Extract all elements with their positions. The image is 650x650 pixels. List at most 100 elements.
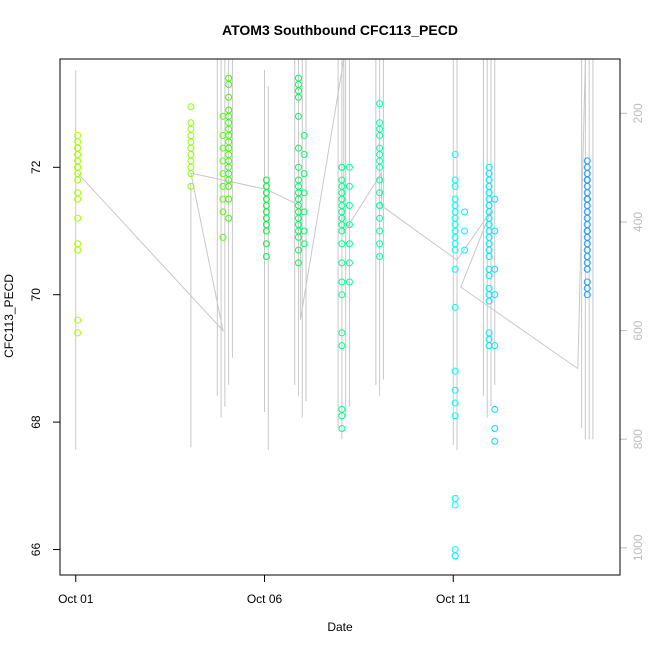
right-tick-label: 800 <box>631 429 645 449</box>
data-point <box>491 405 499 413</box>
data-point <box>583 265 591 273</box>
chart-title: ATOM3 Southbound CFC113_PECD <box>222 22 458 38</box>
right-tick-label: 1000 <box>631 534 645 561</box>
data-point <box>338 163 346 171</box>
data-point <box>451 246 459 254</box>
y-tick-label: 66 <box>29 543 43 557</box>
data-point <box>485 272 493 280</box>
data-points <box>74 74 591 560</box>
data-point <box>338 424 346 432</box>
data-point <box>583 291 591 299</box>
data-point <box>451 412 459 420</box>
data-point <box>219 208 227 216</box>
data-point <box>491 291 499 299</box>
data-point <box>294 233 302 241</box>
data-point <box>451 367 459 375</box>
data-point <box>345 163 353 171</box>
axes: Oct 01 Oct 06 Oct 11 66 68 70 72 200 400 600 800 10… <box>29 103 645 606</box>
data-point <box>491 424 499 432</box>
data-point <box>187 119 195 127</box>
data-point <box>461 246 469 254</box>
data-point <box>451 182 459 190</box>
data-point <box>294 93 302 101</box>
data-point <box>451 552 459 560</box>
y-tick-label: 70 <box>29 288 43 302</box>
data-point <box>451 265 459 273</box>
data-point <box>300 170 308 178</box>
data-point <box>491 265 499 273</box>
data-point <box>187 163 195 171</box>
data-point <box>376 100 384 108</box>
data-point <box>345 221 353 229</box>
data-point <box>376 240 384 248</box>
data-point <box>74 246 82 254</box>
data-point <box>294 112 302 120</box>
data-point <box>491 195 499 203</box>
right-tick-label: 200 <box>631 103 645 123</box>
data-point <box>262 240 270 248</box>
data-point <box>74 329 82 337</box>
data-point <box>451 501 459 509</box>
pressure-track-line <box>77 58 586 370</box>
data-point <box>338 278 346 286</box>
data-point <box>338 291 346 299</box>
data-point <box>187 151 195 159</box>
data-point <box>262 252 270 260</box>
right-tick-label: 600 <box>631 320 645 340</box>
data-point <box>225 214 233 222</box>
data-point <box>338 240 346 248</box>
data-point <box>451 399 459 407</box>
data-point <box>294 163 302 171</box>
data-point <box>300 189 308 197</box>
data-point <box>461 208 469 216</box>
data-point <box>485 252 493 260</box>
data-point <box>376 252 384 260</box>
data-point <box>187 157 195 165</box>
data-point <box>451 303 459 311</box>
data-point <box>294 144 302 152</box>
x-tick-label: Oct 06 <box>247 592 283 606</box>
data-point <box>376 163 384 171</box>
data-point <box>376 214 384 222</box>
data-point <box>294 246 302 254</box>
data-point <box>74 176 82 184</box>
data-point <box>294 259 302 267</box>
data-point <box>345 259 353 267</box>
data-point <box>451 151 459 159</box>
data-point <box>338 329 346 337</box>
data-point <box>225 93 233 101</box>
data-point <box>338 259 346 267</box>
data-point <box>219 233 227 241</box>
data-point <box>187 138 195 146</box>
data-point <box>225 80 233 88</box>
data-point <box>74 195 82 203</box>
data-point <box>376 131 384 139</box>
y-axis-label: CFC113_PECD <box>2 274 16 358</box>
data-point <box>345 182 353 190</box>
data-point <box>338 342 346 350</box>
data-point <box>225 195 233 203</box>
data-point <box>74 316 82 324</box>
data-point <box>338 412 346 420</box>
x-tick-label: Oct 11 <box>436 592 471 606</box>
data-point <box>338 227 346 235</box>
right-tick-label: 400 <box>631 212 645 232</box>
data-point <box>187 144 195 152</box>
data-point <box>300 208 308 216</box>
data-point <box>491 342 499 350</box>
data-point <box>376 189 384 197</box>
data-point <box>451 495 459 503</box>
data-point <box>300 131 308 139</box>
data-point <box>225 182 233 190</box>
data-point <box>376 176 384 184</box>
data-point <box>491 437 499 445</box>
data-point <box>451 546 459 554</box>
data-point <box>461 227 469 235</box>
data-point <box>376 202 384 210</box>
data-point <box>485 297 493 305</box>
data-point <box>300 240 308 248</box>
data-point <box>376 227 384 235</box>
x-axis-label: Date <box>327 620 353 634</box>
data-point <box>451 386 459 394</box>
